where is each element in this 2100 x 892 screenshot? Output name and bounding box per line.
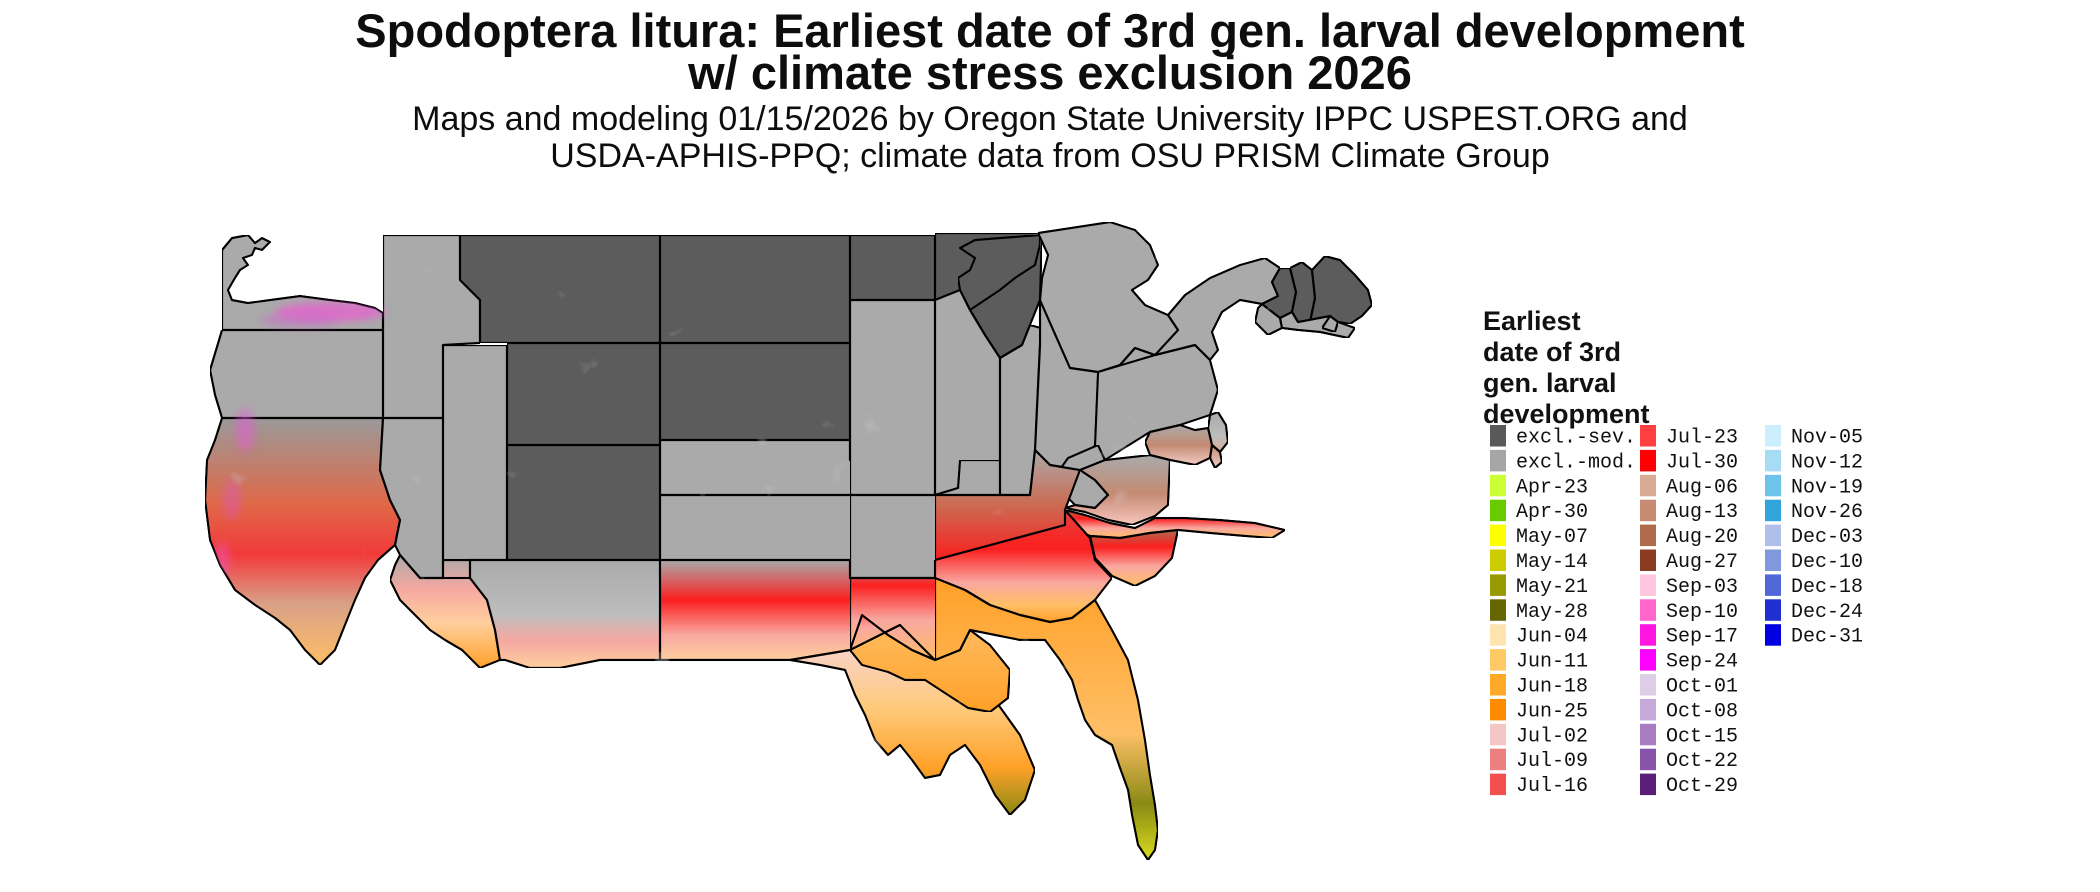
svg-text:Dec-10: Dec-10	[1791, 551, 1863, 574]
svg-text:Nov-12: Nov-12	[1791, 451, 1863, 474]
svg-text:excl.-mod.: excl.-mod.	[1516, 451, 1636, 474]
svg-text:Jul-30: Jul-30	[1666, 451, 1738, 474]
svg-text:Apr-30: Apr-30	[1516, 501, 1588, 524]
svg-text:Oct-01: Oct-01	[1666, 676, 1738, 699]
svg-text:date of 3rd: date of 3rd	[1483, 337, 1621, 367]
svg-text:Sep-10: Sep-10	[1666, 601, 1738, 624]
svg-text:Dec-18: Dec-18	[1791, 576, 1863, 599]
svg-text:Oct-15: Oct-15	[1666, 725, 1738, 748]
svg-text:Jul-23: Jul-23	[1666, 427, 1738, 450]
svg-text:Jun-11: Jun-11	[1516, 651, 1588, 674]
svg-text:Jun-25: Jun-25	[1516, 700, 1588, 723]
svg-text:Aug-27: Aug-27	[1666, 551, 1738, 574]
svg-text:Jul-09: Jul-09	[1516, 750, 1588, 773]
svg-text:Oct-22: Oct-22	[1666, 750, 1738, 773]
svg-text:Sep-03: Sep-03	[1666, 576, 1738, 599]
svg-text:Nov-26: Nov-26	[1791, 501, 1863, 524]
svg-text:Aug-13: Aug-13	[1666, 501, 1738, 524]
svg-text:excl.-sev.: excl.-sev.	[1516, 427, 1636, 450]
svg-text:Apr-23: Apr-23	[1516, 476, 1588, 499]
svg-text:Oct-29: Oct-29	[1666, 775, 1738, 798]
svg-text:Jul-16: Jul-16	[1516, 775, 1588, 798]
svg-text:gen. larval: gen. larval	[1483, 368, 1617, 398]
svg-text:Dec-24: Dec-24	[1791, 601, 1863, 624]
svg-text:Oct-08: Oct-08	[1666, 700, 1738, 723]
svg-text:Earliest: Earliest	[1483, 306, 1581, 336]
svg-text:May-07: May-07	[1516, 526, 1588, 549]
svg-text:Jun-04: Jun-04	[1516, 626, 1588, 649]
svg-text:Nov-05: Nov-05	[1791, 427, 1863, 450]
svg-text:Dec-03: Dec-03	[1791, 526, 1863, 549]
svg-text:Aug-06: Aug-06	[1666, 476, 1738, 499]
svg-text:Jul-02: Jul-02	[1516, 725, 1588, 748]
svg-text:Jun-18: Jun-18	[1516, 676, 1588, 699]
svg-text:Sep-17: Sep-17	[1666, 626, 1738, 649]
svg-text:Nov-19: Nov-19	[1791, 476, 1863, 499]
svg-text:May-21: May-21	[1516, 576, 1588, 599]
svg-text:development: development	[1483, 399, 1650, 429]
svg-text:Sep-24: Sep-24	[1666, 651, 1738, 674]
svg-text:May-28: May-28	[1516, 601, 1588, 624]
svg-text:May-14: May-14	[1516, 551, 1588, 574]
svg-text:Aug-20: Aug-20	[1666, 526, 1738, 549]
svg-text:Dec-31: Dec-31	[1791, 626, 1863, 649]
